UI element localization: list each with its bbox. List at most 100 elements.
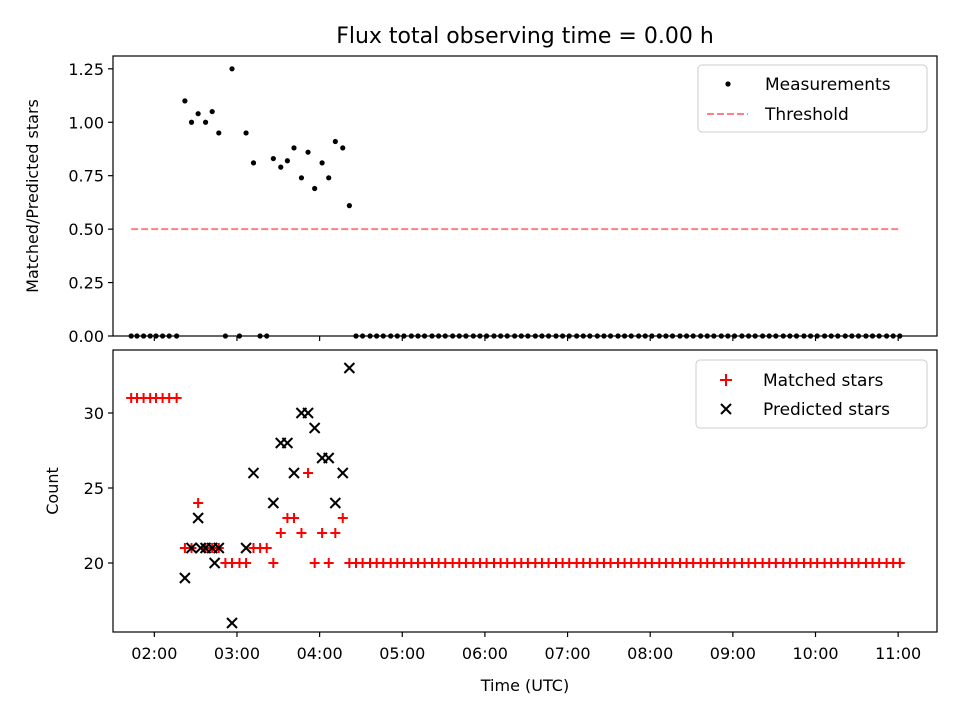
predicted-star-point [179, 572, 191, 584]
predicted-star-point [247, 467, 260, 479]
measurement-point [182, 98, 188, 104]
measurement-point [257, 333, 263, 339]
predicted-star-stroke [329, 497, 342, 509]
measurement-point [828, 333, 834, 339]
measurement-point [849, 333, 855, 339]
y-tick-label: 0.75 [68, 167, 104, 186]
measurement-point [574, 333, 580, 339]
top-legend: Measurements Threshold [697, 64, 928, 133]
measurement-point [436, 333, 442, 339]
predicted-star-point [240, 542, 252, 554]
predicted-star-point [194, 542, 207, 554]
chart-title: Flux total observing time = 0.00 h [336, 24, 714, 49]
legend-matched-marker [720, 374, 732, 386]
measurement-point [236, 333, 243, 339]
matched-star-point [193, 498, 204, 508]
measurement-point [787, 333, 793, 339]
legend-matched-label: Matched stars [763, 371, 883, 391]
measurement-point [642, 333, 648, 339]
matched-star-point [275, 528, 286, 538]
x-tick-label: 07:00 [545, 644, 591, 663]
measurement-point [278, 164, 284, 170]
measurement-point [711, 333, 717, 339]
x-tick-label: 10:00 [792, 644, 838, 663]
measurement-point [442, 333, 448, 339]
matched-star-point [261, 543, 272, 553]
predicted-star-stroke [281, 437, 294, 449]
predicted-star-stroke [226, 617, 238, 629]
predicted-star-point [288, 467, 300, 479]
measurement-point [359, 333, 366, 339]
top-plot-frame [112, 55, 938, 337]
measurement-point [128, 333, 134, 339]
measurement-point [669, 333, 676, 339]
measurement-point [147, 333, 153, 339]
measurement-point [594, 333, 600, 339]
predicted-star-point [226, 617, 238, 629]
measurement-point [725, 333, 731, 339]
measurement-point [134, 333, 140, 339]
measurement-point [739, 333, 745, 339]
measurement-point [863, 333, 869, 339]
x-tick-label: 02:00 [131, 644, 177, 663]
measurement-point [876, 333, 882, 339]
matched-star-point [323, 558, 334, 568]
top-y-axis: 0.00 0.25 0.50 0.75 1.00 1.25 [68, 60, 113, 346]
measurement-point [353, 333, 359, 339]
measurement-point [504, 333, 510, 339]
x-tick-label: 03:00 [214, 644, 260, 663]
measurement-point [153, 333, 159, 339]
predicted-star-point [281, 437, 294, 449]
measurement-point [704, 333, 710, 339]
measurement-point [532, 333, 538, 339]
measurement-point [174, 333, 180, 339]
matched-star-point [303, 468, 314, 478]
bottom-plot-marks [126, 362, 905, 629]
legend-measurements-label: Measurements [765, 75, 891, 95]
measurement-point [209, 108, 215, 115]
measurement-point [855, 333, 862, 339]
measurement-point [553, 333, 559, 339]
predicted-star-stroke [267, 497, 280, 509]
measurement-point [890, 333, 896, 339]
y-tick-label: 30 [84, 404, 104, 423]
measurement-point [814, 333, 820, 339]
measurement-point [326, 175, 332, 181]
measurement-point [450, 333, 456, 339]
measurement-point [607, 333, 614, 339]
measurement-point [539, 333, 545, 339]
predicted-star-stroke [247, 467, 260, 479]
measurement-point [766, 333, 772, 339]
measurement-point [545, 333, 552, 339]
measurement-point [319, 160, 325, 166]
top-y-axis-label: Matched/Predicted stars [23, 99, 42, 293]
measurement-point [491, 333, 497, 339]
legend-predicted-label: Predicted stars [763, 400, 890, 420]
matched-star-point [894, 558, 905, 568]
predicted-star-point [337, 467, 349, 479]
measurement-point [202, 119, 209, 125]
measurement-point [421, 333, 428, 339]
measurement-point [456, 333, 462, 339]
measurement-point [580, 333, 586, 339]
measurement-point [477, 333, 483, 339]
measurement-point [621, 333, 628, 339]
measurement-point [264, 333, 270, 339]
measurement-point [897, 333, 903, 339]
top-legend-box [697, 64, 928, 133]
x-tick-label: 08:00 [627, 644, 673, 663]
bottom-subplot: 20 25 30 02:00 03:00 04:00 05:00 06:00 07:00 08:… [43, 349, 938, 695]
measurement-point [883, 333, 890, 339]
x-tick-label: 04:00 [297, 644, 343, 663]
predicted-star-point [185, 542, 198, 554]
predicted-star-stroke [179, 572, 191, 584]
predicted-star-point [208, 557, 221, 569]
x-tick-label: 06:00 [462, 644, 508, 663]
measurement-point [835, 333, 841, 339]
measurement-point [463, 333, 469, 339]
y-tick-label: 1.00 [68, 113, 104, 132]
measurement-point [140, 333, 147, 339]
matched-star-point [171, 393, 182, 403]
measurement-point [346, 203, 352, 209]
bottom-plot-frame [112, 349, 938, 633]
